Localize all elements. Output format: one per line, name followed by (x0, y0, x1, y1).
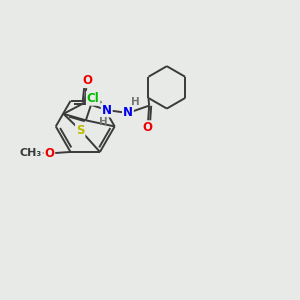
Text: Cl: Cl (87, 92, 100, 105)
Text: O: O (143, 121, 153, 134)
Text: CH₃: CH₃ (20, 148, 42, 158)
Text: S: S (76, 124, 85, 136)
Text: H: H (131, 97, 140, 107)
Text: O: O (82, 74, 92, 87)
Text: N: N (123, 106, 133, 119)
Text: O: O (44, 147, 54, 160)
Text: N: N (102, 103, 112, 116)
Text: H: H (99, 117, 108, 128)
